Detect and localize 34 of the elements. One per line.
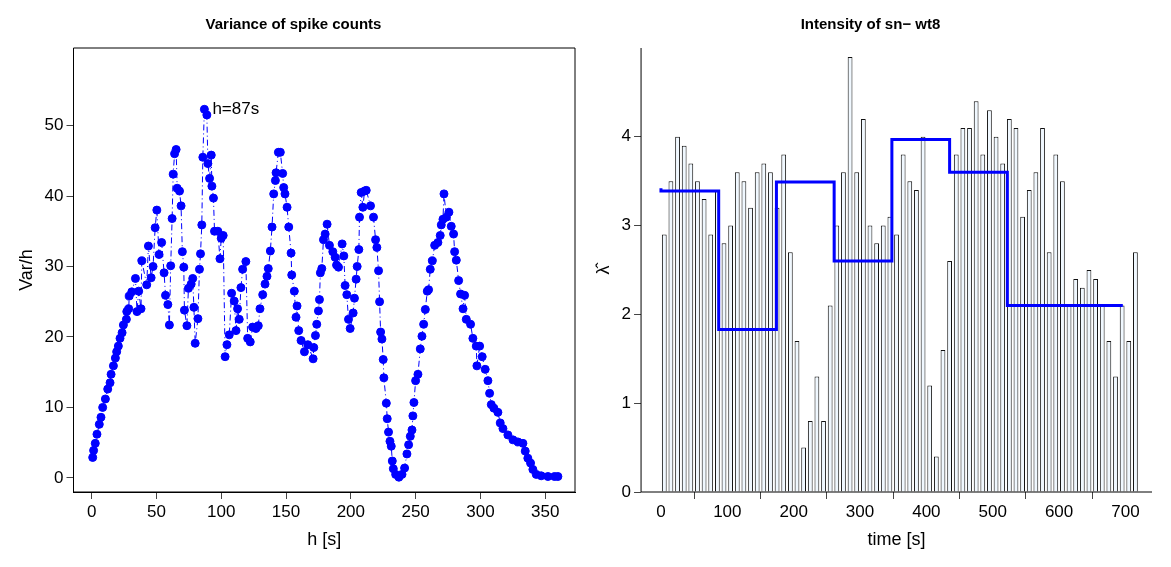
x-tick-label: 0 bbox=[656, 501, 666, 521]
x-tick-label: 250 bbox=[401, 501, 430, 521]
y-tick-label: 1 bbox=[621, 392, 632, 412]
y-tick-label: 50 bbox=[44, 115, 64, 135]
y-axis-title: λ̂ bbox=[592, 262, 613, 275]
x-tick-label: 400 bbox=[912, 501, 941, 521]
x-tick-label: 150 bbox=[271, 501, 301, 521]
x-tick-label: 500 bbox=[978, 501, 1007, 521]
x-tick-label: 50 bbox=[146, 501, 166, 521]
y-tick-label: 20 bbox=[44, 326, 64, 346]
y-tick-label: 3 bbox=[621, 215, 632, 235]
y-tick-label: 30 bbox=[44, 256, 64, 276]
x-tick-label: 600 bbox=[1044, 501, 1074, 521]
x-tick-label: 300 bbox=[845, 501, 875, 521]
x-tick-label: 350 bbox=[531, 501, 560, 521]
x-tick-label: 200 bbox=[336, 501, 366, 521]
y-tick-label: 0 bbox=[54, 467, 64, 487]
x-tick-label: 700 bbox=[1111, 501, 1140, 521]
x-tick-label: 100 bbox=[713, 501, 742, 521]
x-axis-title: time [s] bbox=[867, 529, 926, 550]
y-tick-label: 40 bbox=[44, 185, 64, 205]
annotation: h=87s bbox=[212, 99, 260, 118]
x-tick-label: 300 bbox=[466, 501, 495, 521]
y-tick-label: 4 bbox=[621, 126, 632, 146]
y-tick-label: 2 bbox=[621, 304, 632, 324]
y-tick-label: 0 bbox=[621, 481, 632, 501]
x-tick-label: 200 bbox=[779, 501, 808, 521]
x-axis-title: h [s] bbox=[307, 529, 342, 550]
y-axis-title: Var/h bbox=[15, 249, 36, 291]
chart-title: Variance of spike counts bbox=[205, 15, 382, 33]
x-tick-label: 0 bbox=[86, 501, 97, 521]
y-tick-label: 10 bbox=[44, 397, 64, 417]
x-tick-label: 100 bbox=[207, 501, 236, 521]
chart-title: Intensity of sn− wt8 bbox=[800, 15, 941, 33]
